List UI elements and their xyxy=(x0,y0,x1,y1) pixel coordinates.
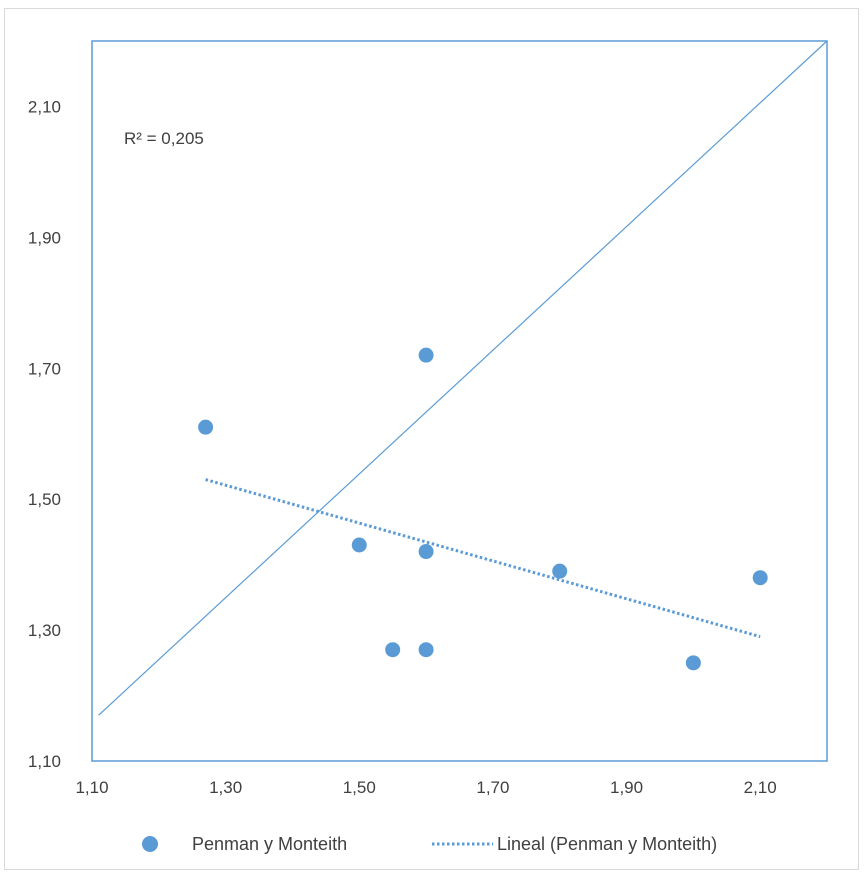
data-point xyxy=(552,563,568,579)
trendline-segment xyxy=(205,478,761,639)
legend-label-penman: Penman y Monteith xyxy=(192,834,347,854)
x-tick-label: 1,30 xyxy=(209,778,242,797)
data-point xyxy=(418,347,434,363)
reference-line-segment xyxy=(98,40,828,716)
data-points xyxy=(198,347,768,671)
y-tick-label: 1,30 xyxy=(28,621,61,640)
x-tick-label: 1,70 xyxy=(476,778,509,797)
reference-line xyxy=(98,40,828,716)
y-axis-tick-labels: 1,10 1,30 1,50 1,70 1,90 2,10 xyxy=(28,97,61,771)
data-point xyxy=(418,544,434,560)
data-point xyxy=(198,419,214,435)
data-point xyxy=(418,642,434,658)
y-tick-label: 1,70 xyxy=(28,359,61,378)
r-squared-annotation: R² = 0,205 xyxy=(124,129,204,148)
x-tick-label: 1,90 xyxy=(610,778,643,797)
trendline xyxy=(205,478,761,639)
scatter-chart: 1,10 1,30 1,50 1,70 1,90 2,10 1,10 1,30 1,50 1,7… xyxy=(28,40,828,854)
data-point xyxy=(752,570,768,586)
data-point xyxy=(685,655,701,671)
y-tick-label: 1,50 xyxy=(28,490,61,509)
x-tick-label: 1,10 xyxy=(75,778,108,797)
x-tick-label: 2,10 xyxy=(744,778,777,797)
chart-frame: 1,10 1,30 1,50 1,70 1,90 2,10 1,10 1,30 1,50 1,7… xyxy=(4,8,859,870)
legend-label-trendline: Lineal (Penman y Monteith) xyxy=(497,834,717,854)
y-tick-label: 2,10 xyxy=(28,97,61,116)
plot-area-border xyxy=(91,40,828,762)
y-tick-label: 1,90 xyxy=(28,228,61,247)
legend-marker-penman xyxy=(142,836,158,852)
data-point xyxy=(385,642,401,658)
y-tick-label: 1,10 xyxy=(28,752,61,771)
x-axis-tick-labels: 1,10 1,30 1,50 1,70 1,90 2,10 xyxy=(75,778,776,797)
legend: Penman y Monteith Lineal (Penman y Monte… xyxy=(142,834,717,854)
plot-area xyxy=(91,40,828,762)
data-point xyxy=(351,537,367,553)
x-tick-label: 1,50 xyxy=(343,778,376,797)
